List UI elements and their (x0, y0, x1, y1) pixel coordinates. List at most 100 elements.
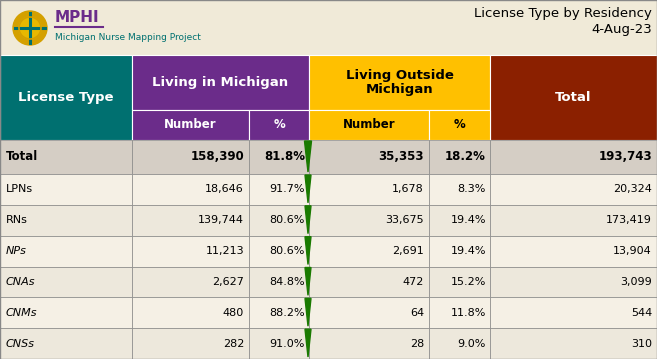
Bar (249, 328, 309, 359)
Bar (132, 236, 249, 266)
Text: RNs: RNs (6, 215, 28, 225)
Text: 11.8%: 11.8% (451, 308, 486, 318)
Bar (490, 174, 657, 205)
Text: 2,691: 2,691 (392, 246, 424, 256)
Bar (0, 297, 132, 328)
Text: 2,627: 2,627 (212, 277, 244, 287)
Circle shape (13, 11, 47, 45)
Bar (490, 55, 657, 140)
Text: CNMs: CNMs (6, 308, 37, 318)
Text: 33,675: 33,675 (386, 215, 424, 225)
Text: 158,390: 158,390 (191, 150, 244, 163)
Text: 88.2%: 88.2% (269, 308, 305, 318)
Text: 28: 28 (410, 339, 424, 349)
Text: 11,213: 11,213 (206, 246, 244, 256)
Polygon shape (304, 141, 311, 172)
Bar (249, 297, 309, 328)
Text: 80.6%: 80.6% (269, 246, 305, 256)
Text: License Type by Residency: License Type by Residency (474, 8, 652, 20)
Bar (429, 328, 490, 359)
Text: LPNs: LPNs (6, 185, 33, 195)
Polygon shape (305, 267, 311, 295)
Bar (309, 110, 429, 140)
Bar (309, 174, 429, 205)
Bar (309, 140, 429, 174)
Text: 8.3%: 8.3% (458, 185, 486, 195)
Text: CNAs: CNAs (6, 277, 35, 287)
Text: Living Outside
Michigan: Living Outside Michigan (346, 69, 453, 97)
Text: CNSs: CNSs (6, 339, 35, 349)
Text: 3,099: 3,099 (620, 277, 652, 287)
Bar (132, 205, 249, 236)
Bar (249, 205, 309, 236)
Text: 4-Aug-23: 4-Aug-23 (591, 23, 652, 37)
Bar (0, 236, 132, 266)
Circle shape (19, 17, 41, 39)
Text: 139,744: 139,744 (198, 215, 244, 225)
Bar (429, 297, 490, 328)
Bar (490, 236, 657, 266)
Bar (249, 266, 309, 297)
Text: Living in Michigan: Living in Michigan (152, 76, 288, 89)
Text: 173,419: 173,419 (606, 215, 652, 225)
Bar (490, 328, 657, 359)
Bar (249, 236, 309, 266)
Text: Total: Total (555, 91, 592, 104)
Bar (0, 174, 132, 205)
Text: 18,646: 18,646 (205, 185, 244, 195)
Text: 15.2%: 15.2% (451, 277, 486, 287)
Bar (132, 297, 249, 328)
Bar (0, 205, 132, 236)
Text: 544: 544 (631, 308, 652, 318)
Bar (132, 266, 249, 297)
Text: 9.0%: 9.0% (458, 339, 486, 349)
Bar (490, 297, 657, 328)
Bar (429, 236, 490, 266)
Bar (309, 55, 490, 110)
Text: 1,678: 1,678 (392, 185, 424, 195)
Text: 310: 310 (631, 339, 652, 349)
Text: 80.6%: 80.6% (269, 215, 305, 225)
Bar (132, 328, 249, 359)
Bar (132, 55, 309, 110)
Polygon shape (305, 298, 311, 326)
Polygon shape (305, 175, 311, 203)
Text: 480: 480 (223, 308, 244, 318)
Bar (309, 328, 429, 359)
Bar (249, 174, 309, 205)
Polygon shape (305, 237, 311, 265)
Text: 13,904: 13,904 (613, 246, 652, 256)
Bar (249, 110, 309, 140)
Bar (132, 174, 249, 205)
Text: 18.2%: 18.2% (445, 150, 486, 163)
Text: Michigan Nurse Mapping Project: Michigan Nurse Mapping Project (55, 33, 201, 42)
Text: 91.7%: 91.7% (269, 185, 305, 195)
Text: 19.4%: 19.4% (451, 246, 486, 256)
Text: 91.0%: 91.0% (269, 339, 305, 349)
Bar (0, 55, 132, 140)
Bar (429, 174, 490, 205)
Text: 81.8%: 81.8% (264, 150, 305, 163)
Text: MPHI: MPHI (55, 9, 100, 24)
Bar (490, 266, 657, 297)
Text: 193,743: 193,743 (599, 150, 652, 163)
Bar (429, 110, 490, 140)
Bar (132, 110, 249, 140)
Text: %: % (273, 118, 285, 131)
Bar (490, 205, 657, 236)
Text: NPs: NPs (6, 246, 27, 256)
Text: 282: 282 (223, 339, 244, 349)
Text: Number: Number (343, 118, 396, 131)
Text: 20,324: 20,324 (613, 185, 652, 195)
Bar (309, 205, 429, 236)
Text: %: % (453, 118, 465, 131)
Text: Number: Number (164, 118, 217, 131)
Bar (0, 266, 132, 297)
Polygon shape (305, 329, 311, 357)
Bar (309, 266, 429, 297)
Bar (309, 297, 429, 328)
Bar (0, 140, 132, 174)
Text: 84.8%: 84.8% (269, 277, 305, 287)
Text: 472: 472 (403, 277, 424, 287)
Text: License Type: License Type (18, 91, 114, 104)
